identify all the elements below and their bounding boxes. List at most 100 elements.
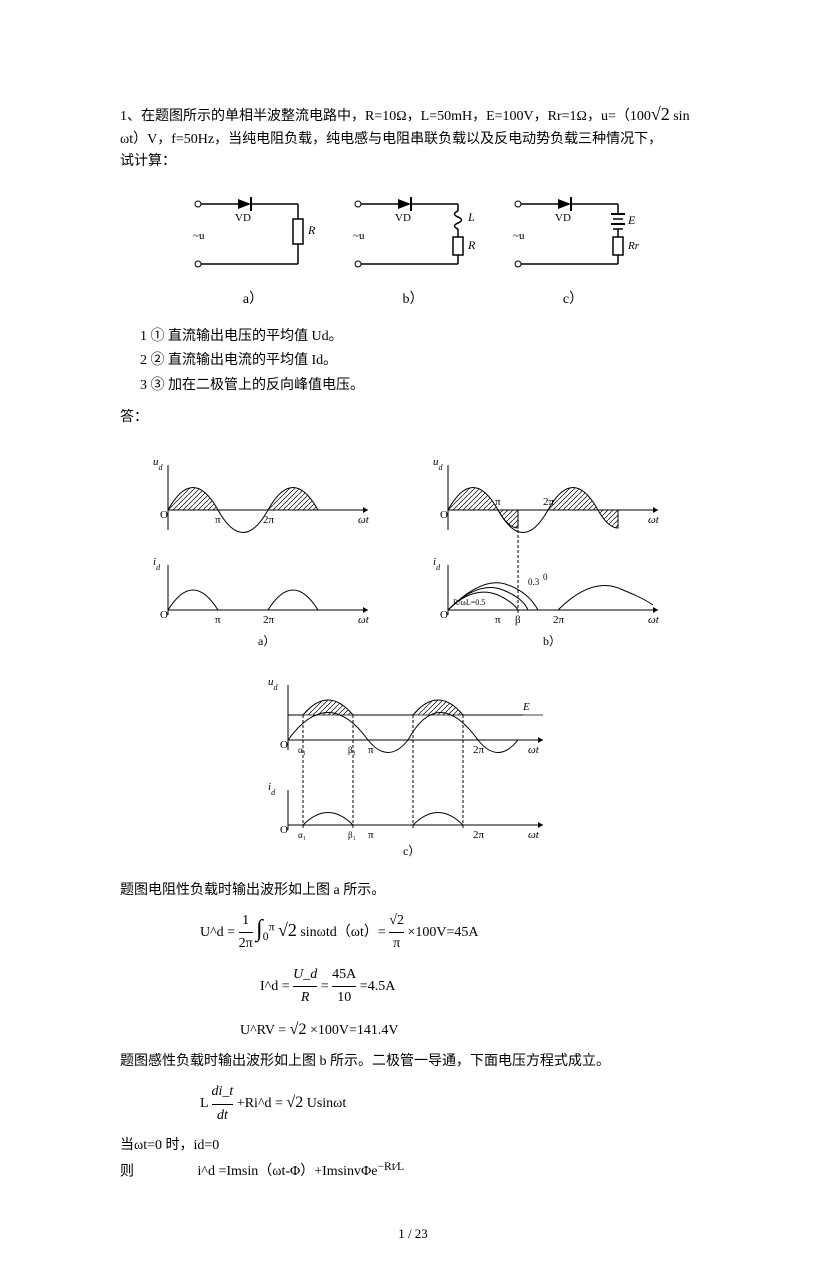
waveform-b-svg: ud O π 2π ωt id R/ωL=0.5 0.3 0 O π β 2π … [428, 450, 678, 650]
equation-ldi: L di_t dt +Ri^d = √2 Usinωt [200, 1081, 706, 1127]
question-list: 1 ① 直流输出电压的平均值 Ud。 2 ② 直流输出电流的平均值 Id。 3 … [140, 326, 706, 397]
svg-text:R: R [307, 223, 316, 237]
page-number: 1 / 23 [120, 1224, 706, 1245]
eq4-sqrt: √2 [286, 1095, 303, 1112]
circuit-a-svg: ~u VD R [183, 189, 323, 289]
eq1-left: U^d = [200, 925, 235, 940]
svg-text:ud: ud [433, 456, 444, 472]
problem-line2: ωt）V，f=50Hz，当纯电阻负载，纯电感与电阻串联负载以及反电动势负载三种情… [120, 132, 662, 147]
eq1-bot2: π [389, 932, 404, 955]
svg-text:id: id [433, 556, 441, 572]
eq1-sqrt: √2 [278, 920, 297, 940]
svg-text:a）: a） [258, 634, 275, 648]
svg-text:E: E [627, 213, 636, 227]
svg-text:2π: 2π [543, 496, 555, 508]
solution-text3: 当ωt=0 时，id=0 [120, 1135, 706, 1157]
svg-text:O: O [160, 509, 168, 521]
svg-text:O: O [440, 509, 448, 521]
svg-text:b）: b） [543, 634, 561, 648]
question-2: 2 ② 直流输出电流的平均值 Id。 [140, 350, 706, 372]
svg-text:ωt: ωt [528, 744, 540, 756]
svg-text:β₁: β₁ [348, 745, 356, 755]
eq2-eq: = [321, 979, 329, 994]
question-3: 3 ③ 加在二极管上的反向峰值电压。 [140, 375, 706, 397]
circuit-b-label: b） [343, 289, 483, 311]
solution-text4: 则 i^d =Imsin（ωt-Φ）+ImsinvΦe−Rt⁄L [120, 1158, 706, 1184]
eq4-bot: dt [212, 1104, 234, 1127]
svg-text:0.3: 0.3 [528, 577, 540, 587]
solution-text2: 题图感性负载时输出波形如上图 b 所示。二极管一导通，下面电压方程式成立。 [120, 1051, 706, 1073]
svg-text:R: R [467, 238, 476, 252]
svg-text:~u: ~u [513, 230, 525, 242]
eq1-end: ×100V=45A [407, 925, 478, 940]
svg-text:ud: ud [153, 456, 164, 472]
eq2-bot: R [293, 986, 317, 1009]
svg-text:α₁: α₁ [298, 745, 306, 755]
eq2-end: =4.5A [360, 979, 396, 994]
svg-text:O: O [440, 609, 448, 621]
eq1-mid: sinωtd（ωt）= [300, 925, 385, 940]
circuit-c-label: c） [503, 289, 643, 311]
eq4-top: di_t [212, 1084, 234, 1099]
problem-line3: 试计算： [120, 154, 176, 169]
waveform-c-svg: ud O α₁ β₁ π 2π E ωt id O α₁ β₁ π 2π ωt … [263, 670, 563, 860]
svg-text:O: O [280, 824, 288, 836]
eq1-bot: 2π [239, 932, 253, 955]
circuit-diagrams: ~u VD R a） ~u VD L R b） [120, 189, 706, 311]
eq1-top: 1 [242, 913, 249, 928]
svg-text:O: O [280, 739, 288, 751]
eq4-mid: +Ri^d = [237, 1097, 283, 1112]
svg-text:α₁: α₁ [298, 830, 306, 840]
svg-text:VD: VD [395, 212, 411, 224]
eq3-left: U^RV = [240, 1023, 286, 1038]
svg-text:c）: c） [403, 844, 420, 858]
svg-text:0: 0 [543, 572, 548, 582]
svg-text:ωt: ωt [358, 514, 370, 526]
svg-text:~u: ~u [353, 230, 365, 242]
question-1: 1 ① 直流输出电压的平均值 Ud。 [140, 326, 706, 348]
problem-sqrt2: √2 [651, 104, 670, 124]
svg-text:O: O [160, 609, 168, 621]
eq1-inthigh: π [269, 920, 275, 933]
eq5-left: i^d =Imsin（ωt-Φ）+ImsinvΦe [198, 1164, 378, 1179]
svg-text:ωt: ωt [358, 614, 370, 626]
circuit-b-svg: ~u VD L R [343, 189, 483, 289]
svg-text:ωt: ωt [528, 829, 540, 841]
svg-text:π: π [368, 744, 374, 756]
svg-text:2π: 2π [553, 614, 565, 626]
svg-text:VD: VD [555, 212, 571, 224]
eq5-exp: −Rt⁄L [377, 1160, 404, 1173]
solution-text1: 题图电阻性负载时输出波形如上图 a 所示。 [120, 880, 706, 902]
svg-text:ωt: ωt [648, 614, 660, 626]
svg-text:2π: 2π [263, 614, 275, 626]
svg-text:id: id [153, 556, 161, 572]
svg-text:~u: ~u [193, 230, 205, 242]
svg-text:2π: 2π [473, 829, 485, 841]
eq4-left: L [200, 1097, 208, 1112]
eq3-end: ×100V=141.4V [310, 1023, 399, 1038]
equation-id: I^d = U_d R = 45A 10 =4.5A [260, 964, 706, 1010]
circuit-c-svg: ~u VD E Rr [503, 189, 643, 289]
svg-text:β: β [515, 614, 521, 626]
eq2-bot2: 10 [332, 986, 356, 1009]
svg-text:VD: VD [235, 212, 251, 224]
problem-statement: 1、在题图所示的单相半波整流电路中，R=10Ω，L=50mH，E=100V，Rr… [120, 100, 706, 174]
waveform-a-svg: ud O π 2π ωt id O π 2π ωt a） [148, 450, 388, 650]
circuit-a-label: a） [183, 289, 323, 311]
eq1-top2: √2 [389, 913, 404, 928]
svg-text:Rr: Rr [627, 240, 640, 252]
text4-label: 则 [120, 1164, 134, 1179]
problem-number: 1、 [120, 109, 141, 124]
svg-text:β₁: β₁ [348, 830, 356, 840]
problem-line1a: 在题图所示的单相半波整流电路中，R=10Ω，L=50mH，E=100V，Rr=1… [141, 109, 651, 124]
equation-ud: U^d = 1 2π ∫0π √2 sinωtd（ωt）= √2 π ×100V… [200, 910, 706, 956]
svg-text:E: E [522, 701, 530, 713]
svg-text:id: id [268, 781, 276, 797]
svg-text:π: π [495, 614, 501, 626]
circuit-c: ~u VD E Rr c） [503, 189, 643, 311]
svg-text:π: π [368, 829, 374, 841]
circuit-a: ~u VD R a） [183, 189, 323, 311]
svg-text:ωt: ωt [648, 514, 660, 526]
svg-text:π: π [495, 496, 501, 508]
equation-urv: U^RV = √2 ×100V=141.4V [240, 1017, 706, 1043]
